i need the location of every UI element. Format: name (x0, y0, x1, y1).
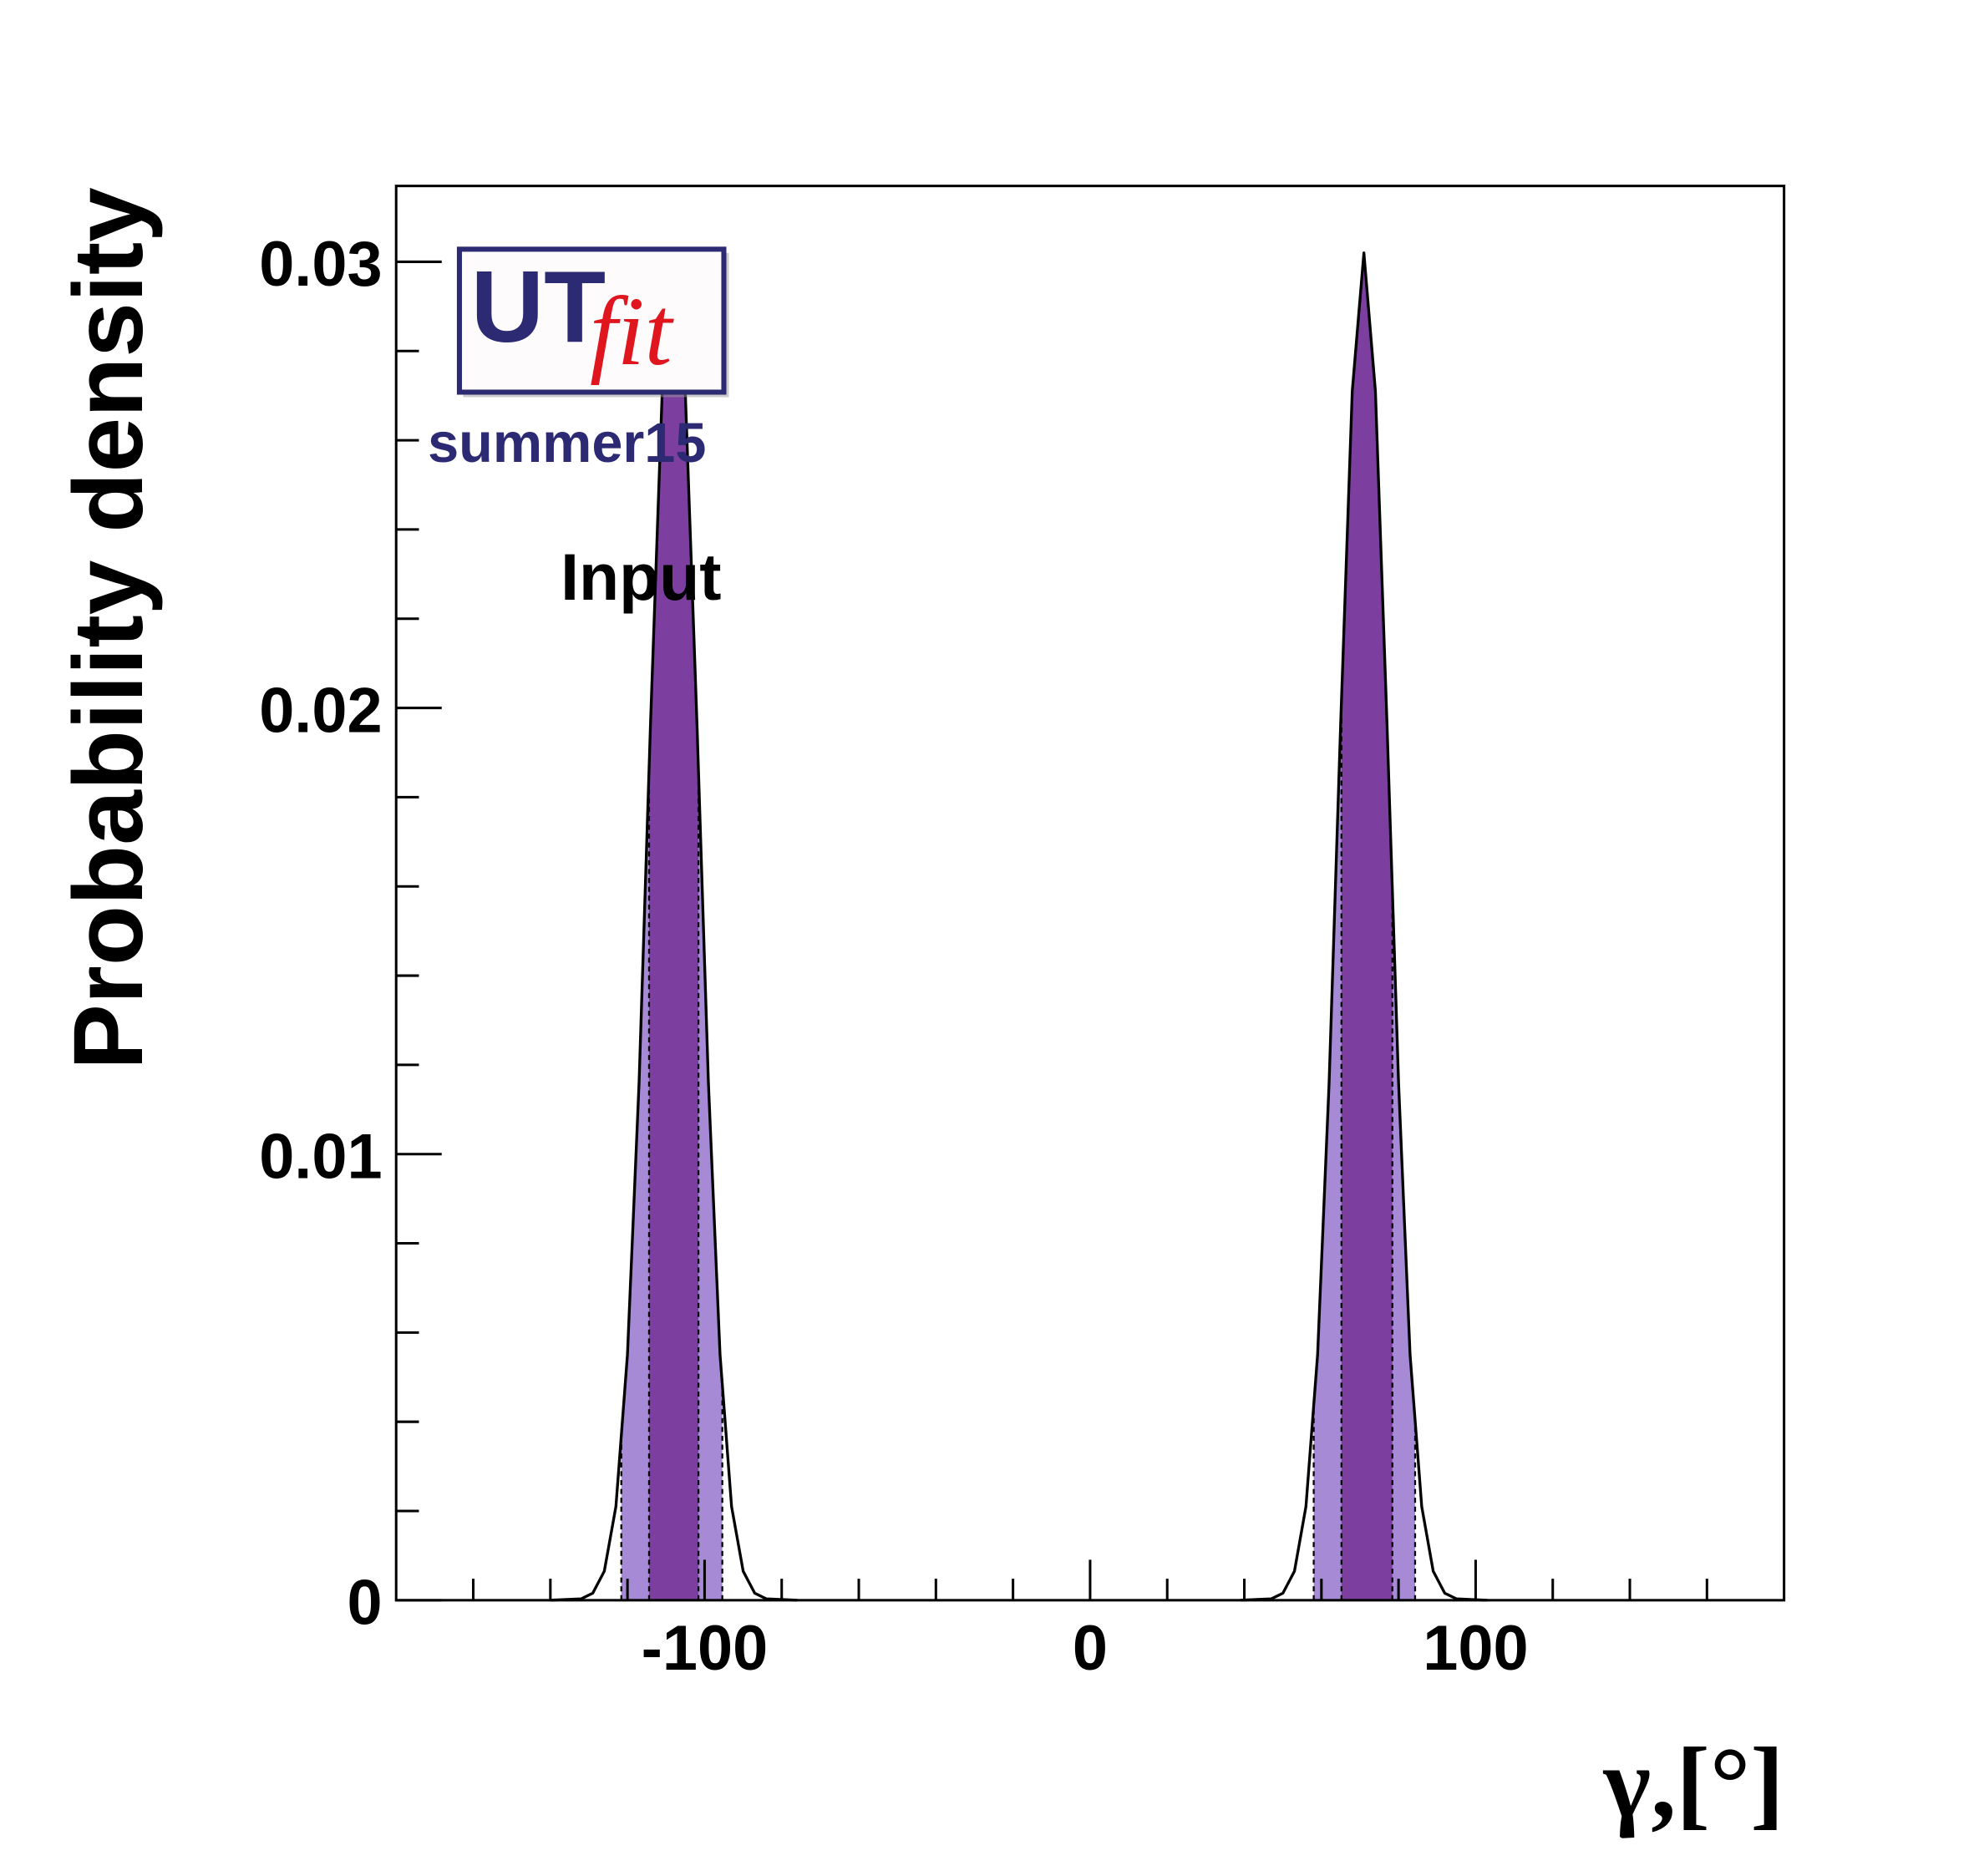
x-tick-label: 100 (1423, 1613, 1528, 1684)
band68-fill-peak-positive (1341, 252, 1393, 1600)
y-tick-label: 0.02 (259, 675, 382, 746)
x-axis-title: γ,[°] (1603, 1727, 1784, 1839)
y-tick-label: 0 (347, 1568, 382, 1639)
band-fills (621, 252, 1415, 1600)
x-tick-labels: -100 0 100 (642, 1613, 1529, 1684)
logo-fit: fit (590, 276, 675, 386)
utfit-logo: UT fit (456, 246, 729, 398)
annotation-input: Input (561, 540, 721, 614)
logo-subtitle: summer15 (428, 413, 706, 474)
y-tick-label: 0.03 (259, 229, 382, 300)
band68-fill-peak-negative (648, 261, 699, 1600)
x-tick-label: 0 (1073, 1613, 1108, 1684)
axis-ticks (396, 260, 1708, 1602)
y-tick-labels: 0 0.01 0.02 0.03 (259, 229, 382, 1638)
x-tick-label: -100 (642, 1613, 769, 1684)
plot-frame (394, 185, 1786, 1602)
y-tick-label: 0.01 (259, 1121, 382, 1192)
y-axis-title: Probability density (53, 187, 164, 1070)
density-curve-peak-positive (1240, 251, 1488, 1602)
logo-ut: UT (471, 250, 606, 363)
